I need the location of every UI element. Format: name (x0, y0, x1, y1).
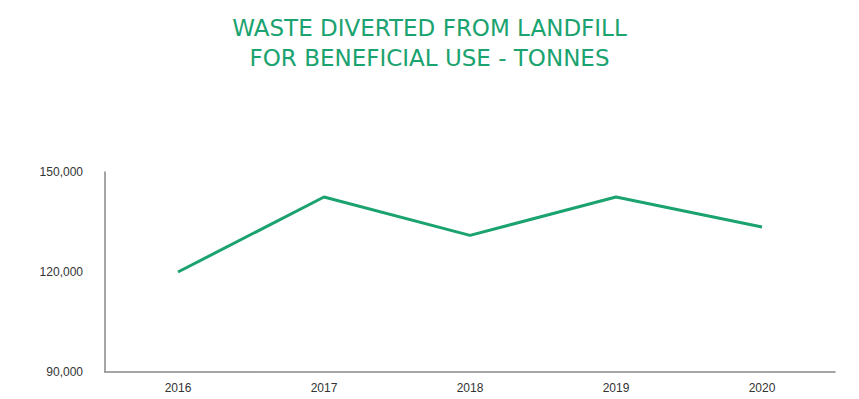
svg-text:150,000: 150,000 (40, 165, 84, 179)
svg-text:2019: 2019 (603, 381, 630, 395)
svg-text:2018: 2018 (457, 381, 484, 395)
svg-text:120,000: 120,000 (40, 265, 84, 279)
svg-text:2020: 2020 (749, 381, 776, 395)
svg-text:90,000: 90,000 (46, 365, 83, 379)
svg-text:WASTE DIVERTED FROM LANDFILL: WASTE DIVERTED FROM LANDFILL (232, 15, 627, 41)
svg-text:FOR BENEFICIAL USE - TONNES: FOR BENEFICIAL USE - TONNES (250, 45, 610, 71)
svg-text:2017: 2017 (311, 381, 338, 395)
svg-text:2016: 2016 (165, 381, 192, 395)
